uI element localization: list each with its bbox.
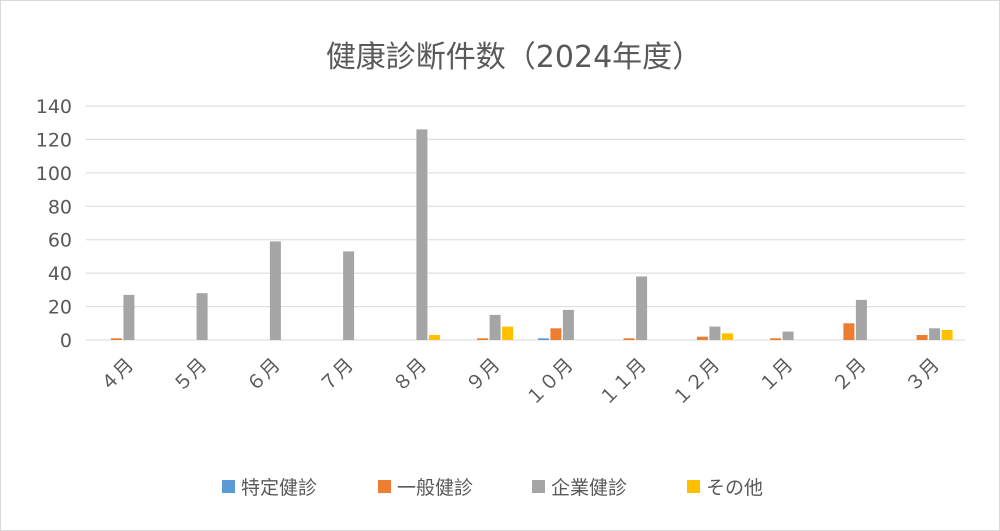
legend-label: 一般健診	[397, 477, 473, 499]
y-tick-label: 80	[48, 196, 72, 218]
legend-swatch	[378, 480, 391, 493]
x-tick-label: ２月	[828, 354, 870, 396]
gridlines	[86, 105, 965, 341]
bar	[428, 335, 440, 340]
x-tick-label: ９月	[462, 354, 504, 396]
legend-label: 企業健診	[551, 477, 627, 499]
y-tick-label: 60	[48, 230, 72, 252]
bar	[929, 328, 941, 340]
bar	[941, 330, 953, 340]
bar	[502, 326, 514, 340]
bar	[782, 331, 794, 340]
legend-swatch	[222, 480, 235, 493]
x-tick-label: ７月	[315, 354, 357, 396]
bar	[709, 326, 721, 340]
y-tick-label: 100	[36, 163, 72, 185]
bar	[770, 338, 782, 340]
bar	[269, 241, 281, 340]
bar	[550, 328, 562, 340]
x-tick-label: ６月	[242, 354, 284, 396]
legend: 特定健診 一般健診 企業健診 その他	[222, 477, 763, 499]
bar	[110, 338, 122, 340]
y-tick-label: 20	[48, 297, 72, 319]
bar	[916, 335, 928, 340]
legend-label: その他	[706, 477, 763, 499]
legend-label: 特定健診	[241, 477, 317, 499]
y-tick-label: 120	[36, 129, 72, 151]
x-tick-label: １１月	[595, 354, 651, 410]
y-axis: 0 20 40 60 80 100 120 140	[36, 96, 72, 352]
bar	[489, 314, 501, 340]
bar	[196, 293, 208, 340]
x-tick-label: ８月	[389, 354, 431, 396]
x-tick-label: ４月	[96, 354, 138, 396]
bar	[343, 251, 355, 340]
x-tick-label: １０月	[522, 354, 578, 410]
bar	[855, 299, 867, 340]
legend-swatch	[687, 480, 700, 493]
x-tick-label: １月	[755, 354, 797, 396]
bar	[477, 338, 489, 340]
bar	[123, 294, 135, 340]
legend-swatch	[532, 480, 545, 493]
x-tick-label: ５月	[169, 354, 211, 396]
y-tick-label: 0	[60, 330, 72, 352]
bar	[636, 276, 648, 340]
y-tick-label: 140	[36, 96, 72, 118]
bar	[562, 309, 574, 340]
chart-title: 健康診断件数（2024年度）	[326, 40, 702, 75]
x-tick-label: １２月	[668, 354, 724, 410]
bar	[721, 333, 733, 340]
bar	[537, 338, 549, 340]
bar	[416, 129, 428, 340]
y-tick-label: 40	[48, 263, 72, 285]
bars	[110, 129, 953, 340]
bar	[843, 323, 855, 340]
bar	[623, 338, 635, 340]
bar	[696, 336, 708, 340]
x-axis: ４月 ５月 ６月 ７月 ８月 ９月 １０月 １１月 １２月 １月 ２月 ３月	[96, 354, 944, 410]
x-tick-label: ３月	[901, 354, 943, 396]
